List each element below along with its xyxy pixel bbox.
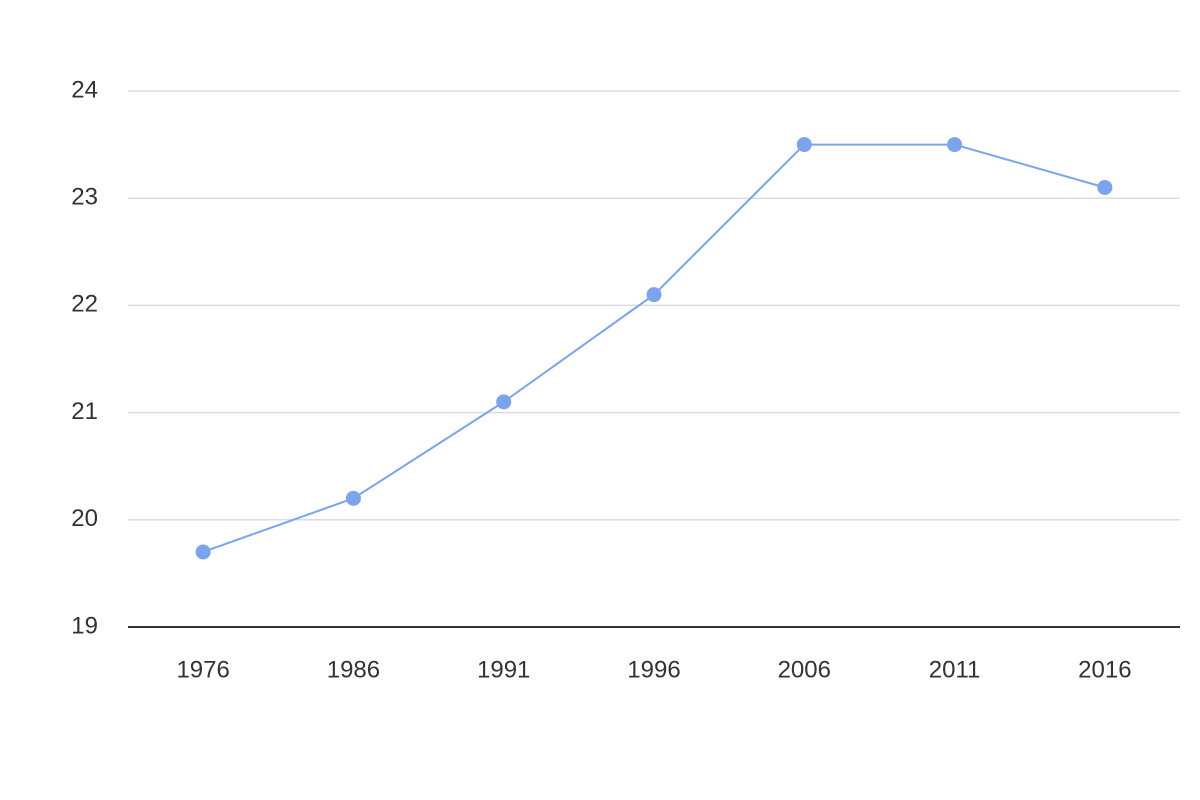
point xyxy=(496,394,512,410)
point xyxy=(195,544,211,560)
y-tick-label: 19 xyxy=(71,612,98,639)
point xyxy=(947,137,963,153)
y-tick-label: 22 xyxy=(71,291,98,318)
x-tick-label: 2016 xyxy=(1078,656,1131,683)
x-tick-label: 2006 xyxy=(778,656,831,683)
x-tick-label: 1996 xyxy=(627,656,680,683)
line xyxy=(202,143,1106,553)
point xyxy=(345,490,361,506)
y-tick-label: 20 xyxy=(71,505,98,532)
x-tick-label: 1976 xyxy=(176,656,229,683)
x-tick-label: 1986 xyxy=(327,656,380,683)
x-tick-label: 2011 xyxy=(929,656,981,683)
point xyxy=(1097,179,1113,195)
y-tick-label: 23 xyxy=(71,184,98,211)
point xyxy=(796,137,812,153)
point xyxy=(646,287,662,303)
y-tick-label: 21 xyxy=(71,398,98,425)
x-tick-label: 1991 xyxy=(477,656,530,683)
y-tick-label: 24 xyxy=(71,76,98,103)
